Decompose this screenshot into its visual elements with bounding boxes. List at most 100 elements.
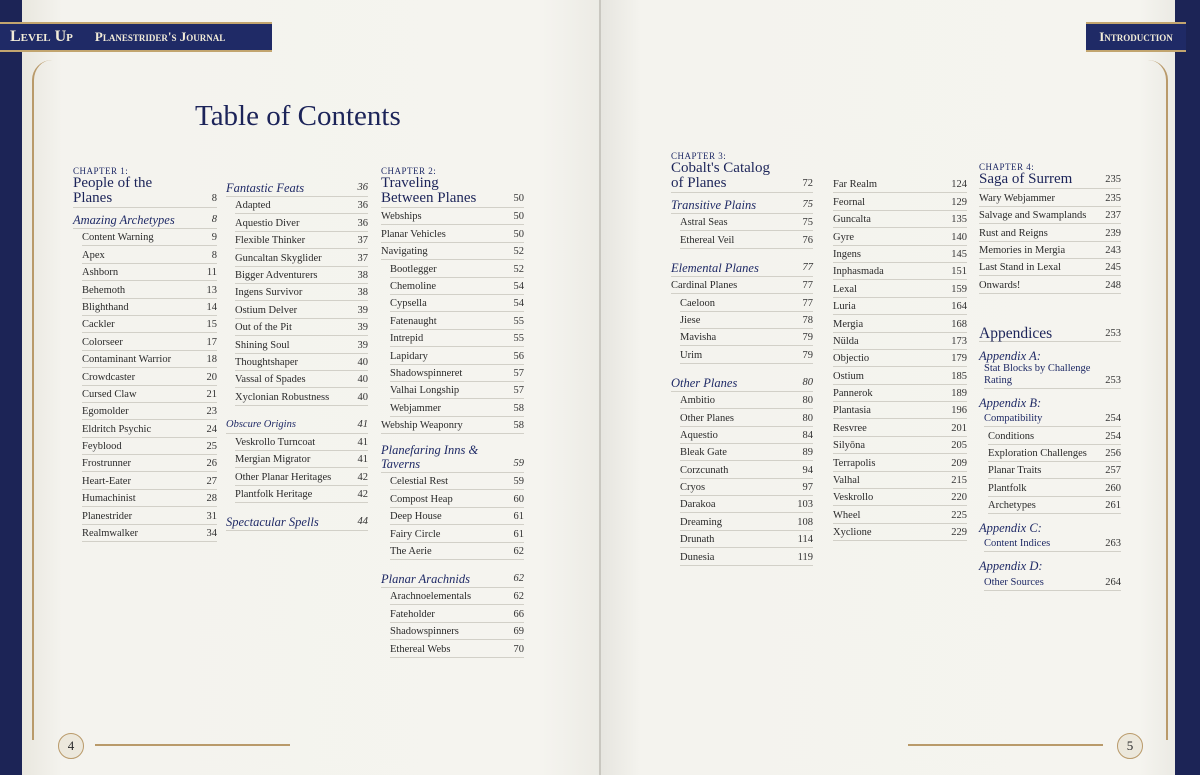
- toc-entry[interactable]: Plantfolk 260: [988, 479, 1121, 497]
- toc-entry[interactable]: Navigating 52: [381, 243, 524, 261]
- toc-entry[interactable]: Shining Soul 39: [235, 336, 368, 354]
- toc-entry[interactable]: Mergia 168: [833, 315, 967, 333]
- toc-entry[interactable]: Amazing Archetypes 8: [73, 210, 217, 229]
- toc-entry[interactable]: Dreaming 108: [680, 513, 813, 531]
- toc-entry[interactable]: People of the Planes 8: [73, 176, 217, 208]
- toc-entry[interactable]: Fatenaught 55: [390, 312, 524, 330]
- toc-entry[interactable]: Lexal 159: [833, 280, 967, 298]
- toc-entry[interactable]: Other Planar Heritages 42: [235, 468, 368, 486]
- toc-entry[interactable]: Cypsella 54: [390, 295, 524, 313]
- toc-entry[interactable]: Celestial Rest 59: [390, 473, 524, 491]
- toc-entry[interactable]: Other Planes 80: [671, 373, 813, 392]
- toc-entry[interactable]: Objectio 179: [833, 350, 967, 368]
- toc-entry[interactable]: Shadowspinners 69: [390, 623, 524, 641]
- toc-entry[interactable]: Egomolder 23: [82, 403, 217, 421]
- toc-entry[interactable]: Last Stand in Lexal 245: [979, 259, 1121, 277]
- toc-entry[interactable]: Urim 79: [680, 346, 813, 364]
- toc-entry[interactable]: Drunath 114: [680, 531, 813, 549]
- toc-entry[interactable]: Other Sources 264: [984, 573, 1121, 591]
- toc-entry[interactable]: Xyclione 229: [833, 524, 967, 542]
- toc-entry[interactable]: Wary Webjammer 235: [979, 189, 1121, 207]
- toc-entry[interactable]: Humachinist 28: [82, 490, 217, 508]
- toc-entry[interactable]: Gyre 140: [833, 228, 967, 246]
- toc-entry[interactable]: Ingens Survivor 38: [235, 284, 368, 302]
- toc-entry[interactable]: Planar Traits 257: [988, 462, 1121, 480]
- toc-entry[interactable]: Lapidary 56: [390, 347, 524, 365]
- toc-entry[interactable]: Ashborn 11: [82, 264, 217, 282]
- toc-entry[interactable]: Far Realm 124: [833, 176, 967, 194]
- toc-entry[interactable]: Planar Vehicles 50: [381, 225, 524, 243]
- toc-entry[interactable]: Fairy Circle 61: [390, 525, 524, 543]
- toc-entry[interactable]: Mavisha 79: [680, 329, 813, 347]
- toc-entry[interactable]: Transitive Plains 75: [671, 195, 813, 214]
- toc-entry[interactable]: Dunesia 119: [680, 548, 813, 566]
- toc-entry[interactable]: Ethereal Webs 70: [390, 640, 524, 658]
- toc-entry[interactable]: Jiese 78: [680, 312, 813, 329]
- toc-entry[interactable]: Terrapolis 209: [833, 454, 967, 472]
- toc-entry[interactable]: Vassal of Spades 40: [235, 371, 368, 389]
- toc-entry[interactable]: Cursed Claw 21: [82, 386, 217, 403]
- toc-entry[interactable]: Appendices 253: [979, 320, 1121, 342]
- toc-entry[interactable]: Crowdcaster 20: [82, 368, 217, 386]
- toc-entry[interactable]: Cackler 15: [82, 316, 217, 334]
- toc-entry[interactable]: Veskrollo Turncoat 41: [235, 434, 368, 452]
- toc-entry[interactable]: Thoughtshaper 40: [235, 354, 368, 371]
- toc-entry[interactable]: Ethereal Veil 76: [680, 231, 813, 249]
- toc-entry[interactable]: Shadowspinneret 57: [390, 365, 524, 382]
- toc-entry[interactable]: Spectacular Spells 44: [226, 512, 368, 532]
- toc-entry[interactable]: Luria 164: [833, 298, 967, 316]
- toc-entry[interactable]: Adapted 36: [235, 197, 368, 215]
- toc-entry[interactable]: Flexible Thinker 37: [235, 232, 368, 250]
- toc-entry[interactable]: Feornal 129: [833, 193, 967, 211]
- toc-entry[interactable]: Realmwalker 34: [82, 525, 217, 543]
- toc-entry[interactable]: Webjammer 58: [390, 399, 524, 417]
- toc-entry[interactable]: Memories in Mergia 243: [979, 242, 1121, 259]
- toc-entry[interactable]: Planestrider 31: [82, 507, 217, 525]
- toc-entry[interactable]: Aquestio Diver 36: [235, 214, 368, 232]
- toc-entry[interactable]: Rust and Reigns 239: [979, 224, 1121, 242]
- toc-entry[interactable]: Out of the Pit 39: [235, 319, 368, 337]
- toc-entry[interactable]: Eldritch Psychic 24: [82, 420, 217, 438]
- toc-entry[interactable]: Plantfolk Heritage 42: [235, 486, 368, 504]
- toc-entry[interactable]: Ostium 185: [833, 367, 967, 385]
- toc-entry[interactable]: Onwards! 248: [979, 276, 1121, 294]
- toc-entry[interactable]: Webships 50: [381, 208, 524, 226]
- toc-entry[interactable]: Apex 8: [82, 246, 217, 264]
- toc-entry[interactable]: Xyclonian Robustness 40: [235, 388, 368, 406]
- toc-entry[interactable]: Bleak Gate 89: [680, 444, 813, 462]
- toc-entry[interactable]: Caeloon 77: [680, 294, 813, 312]
- toc-entry[interactable]: Bigger Adventurers 38: [235, 267, 368, 284]
- toc-entry[interactable]: Colorseer 17: [82, 333, 217, 351]
- toc-entry[interactable]: Fateholder 66: [390, 605, 524, 623]
- toc-entry[interactable]: Resvree 201: [833, 419, 967, 437]
- toc-entry[interactable]: Chemoline 54: [390, 278, 524, 295]
- toc-entry[interactable]: Salvage and Swamplands 237: [979, 207, 1121, 225]
- toc-entry[interactable]: Mergian Migrator 41: [235, 451, 368, 469]
- toc-entry[interactable]: Deep House 61: [390, 508, 524, 526]
- toc-entry[interactable]: Saga of Surrem 235: [979, 172, 1121, 190]
- toc-entry[interactable]: Valhai Longship 57: [390, 382, 524, 400]
- toc-entry[interactable]: Other Planes 80: [680, 409, 813, 427]
- toc-entry[interactable]: Planar Arachnids 62: [381, 569, 524, 589]
- toc-entry[interactable]: Cobalt's Catalog of Planes 72: [671, 161, 813, 193]
- toc-entry[interactable]: Darakoa 103: [680, 496, 813, 514]
- toc-entry[interactable]: Cardinal Planes 77: [671, 277, 813, 295]
- toc-entry[interactable]: Wheel 225: [833, 506, 967, 524]
- toc-entry[interactable]: Compost Heap 60: [390, 490, 524, 508]
- toc-entry[interactable]: Arachnoelementals 62: [390, 588, 524, 606]
- toc-entry[interactable]: Pannerok 189: [833, 385, 967, 403]
- toc-entry[interactable]: Obscure Origins 41: [226, 415, 368, 434]
- toc-entry[interactable]: Cryos 97: [680, 479, 813, 497]
- toc-entry[interactable]: Inphasmada 151: [833, 263, 967, 281]
- toc-entry[interactable]: Feyblood 25: [82, 438, 217, 456]
- toc-entry[interactable]: Nülda 173: [833, 333, 967, 350]
- toc-entry[interactable]: Veskrollo 220: [833, 489, 967, 507]
- toc-entry[interactable]: Webship Weaponry 58: [381, 417, 524, 435]
- toc-entry[interactable]: Aquestio 84: [680, 427, 813, 444]
- toc-entry[interactable]: The Aerie 62: [390, 543, 524, 561]
- toc-entry[interactable]: Compatibility 254: [984, 410, 1121, 428]
- toc-entry[interactable]: Ingens 145: [833, 246, 967, 263]
- toc-entry[interactable]: Valhal 215: [833, 472, 967, 490]
- toc-entry[interactable]: Fantastic Feats 36: [226, 178, 368, 197]
- toc-entry[interactable]: Planefaring Inns & Taverns 59: [381, 443, 524, 474]
